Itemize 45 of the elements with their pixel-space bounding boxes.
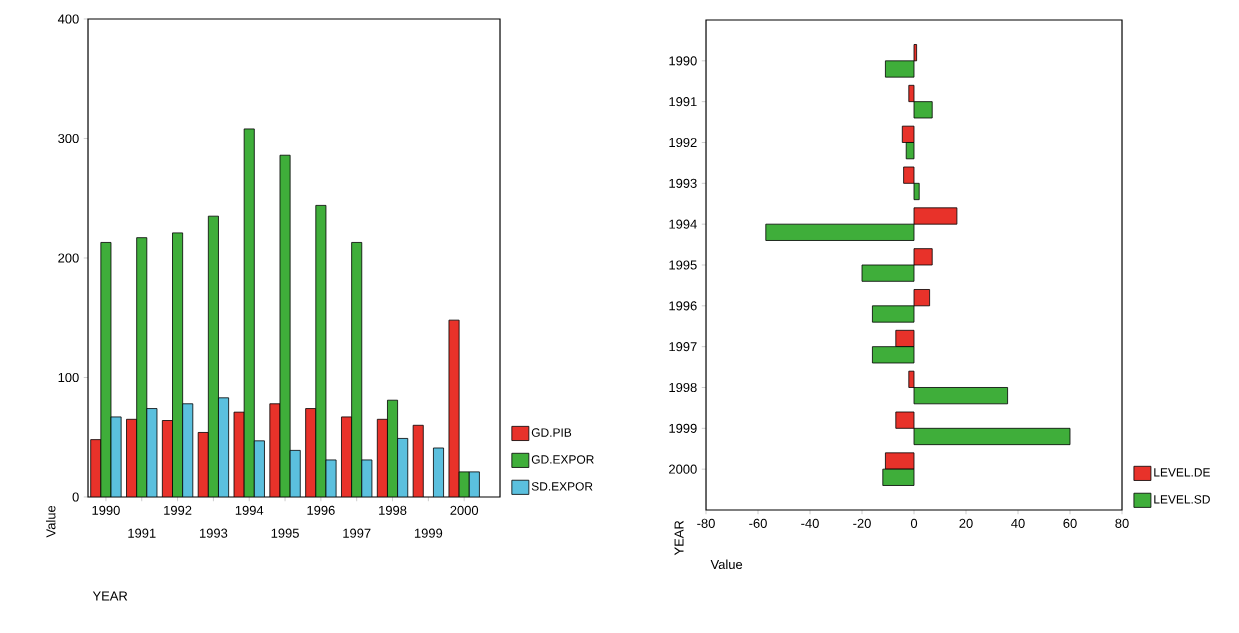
y-tick-label: 0 xyxy=(72,492,79,502)
x-tick-label: 80 xyxy=(1115,518,1129,528)
y-tick-label: 1994 xyxy=(669,219,697,229)
legend-label: LEVEL.DE xyxy=(1154,468,1210,477)
x-tick-label: 2000 xyxy=(450,505,479,515)
y-tick-label: 300 xyxy=(58,133,79,144)
x-tick-label: -60 xyxy=(749,518,767,528)
y-tick-label: 1996 xyxy=(669,301,697,311)
x-tick-label: -80 xyxy=(697,518,715,528)
x-tick-label: 1999 xyxy=(414,528,443,538)
x-tick-label: 1998 xyxy=(379,505,407,515)
x-tick-label: 1993 xyxy=(199,528,228,538)
x-axis-title: Value xyxy=(710,559,743,570)
y-tick-label: 100 xyxy=(58,372,79,383)
legend-label: SD.EXPOR xyxy=(531,482,593,491)
y-tick-label: 1991 xyxy=(669,97,697,107)
y-axis-title: YEAR xyxy=(674,520,684,556)
y-tick-label: 400 xyxy=(57,14,79,24)
x-tick-label: 1994 xyxy=(235,505,264,515)
x-tick-label: 1991 xyxy=(128,528,156,538)
y-tick-label: 2000 xyxy=(669,464,697,474)
x-tick-label: 60 xyxy=(1063,518,1077,528)
x-tick-label: 1996 xyxy=(307,505,335,515)
y-tick-label: 1992 xyxy=(669,137,697,148)
x-axis-title: YEAR xyxy=(92,591,128,601)
x-tick-label: 1997 xyxy=(343,528,371,538)
legend-label: LEVEL.SD xyxy=(1154,495,1210,504)
y-tick-label: 1990 xyxy=(669,56,697,66)
x-tick-label: 0 xyxy=(910,518,918,528)
legend-label: GD.PIB xyxy=(531,428,572,437)
x-tick-label: 20 xyxy=(959,518,973,528)
y-axis-title: Value xyxy=(45,505,56,538)
legend-label: GD.EXPOR xyxy=(531,455,594,464)
y-tick-label: 200 xyxy=(58,253,79,263)
x-tick-label: 1995 xyxy=(271,528,299,538)
y-tick-label: 1993 xyxy=(669,178,697,188)
x-tick-label: -40 xyxy=(801,518,819,528)
y-tick-label: 1995 xyxy=(669,260,697,270)
x-tick-label: 1990 xyxy=(92,505,120,515)
y-tick-label: 1998 xyxy=(669,382,697,393)
x-tick-label: -20 xyxy=(853,518,871,528)
y-tick-label: 1999 xyxy=(669,423,697,433)
x-tick-label: 1992 xyxy=(164,505,192,515)
y-tick-label: 1997 xyxy=(669,342,697,352)
x-tick-label: 40 xyxy=(1011,518,1025,528)
